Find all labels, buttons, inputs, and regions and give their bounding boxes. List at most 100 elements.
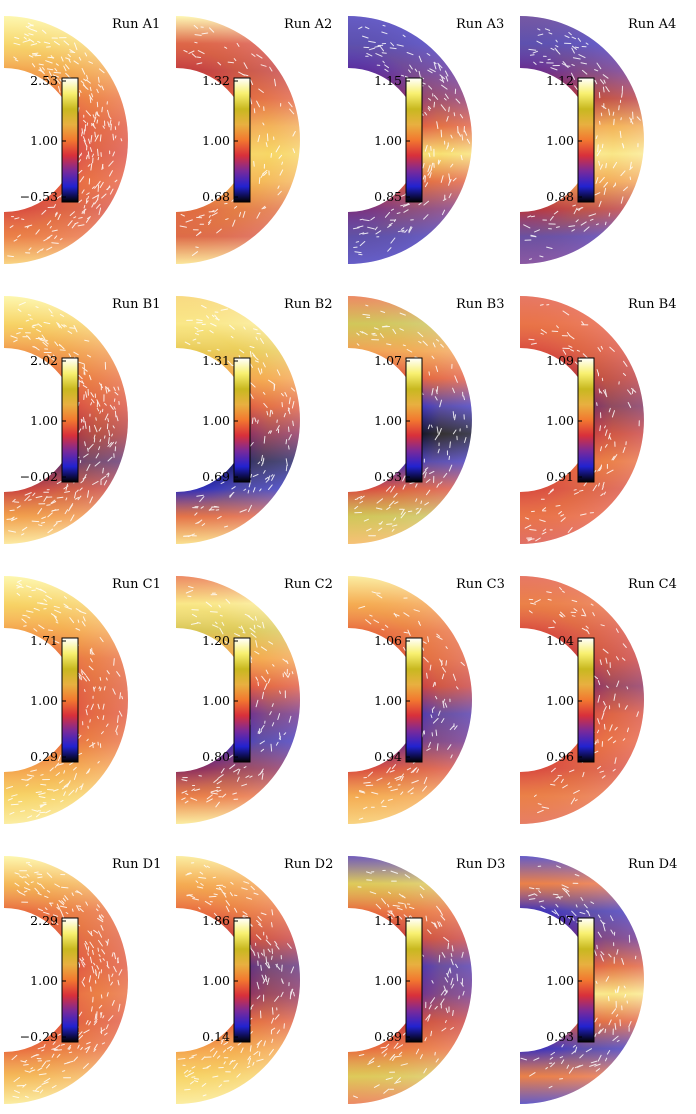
colorbar-min-label: −0.29 [20,1029,58,1044]
colorbar [61,357,79,483]
colorbar-min-label: 0.89 [374,1029,402,1044]
colorbar-max-label: 1.31 [202,353,230,368]
colorbar-min-label: 0.94 [374,749,402,764]
colorbar [405,637,423,763]
panel-run-b4: Run B4 1.09 1.00 0.91 [520,296,677,544]
panel-title: Run A1 [112,17,160,32]
panel-run-c1: Run C1 1.71 1.00 0.29 [4,576,161,824]
colorbar [61,77,79,203]
colorbar-min-label: 0.14 [202,1029,230,1044]
colorbar-mid-label: 1.00 [202,133,230,148]
panel-run-a1: Run A1 2.53 1.00 −0.53 [4,16,160,264]
colorbar-max-label: 1.12 [546,73,574,88]
colorbar-min-label: 0.29 [30,749,58,764]
colorbar-max-label: 1.07 [546,913,574,928]
colorbar-max-label: 1.15 [374,73,402,88]
colorbar-max-label: 1.20 [202,633,230,648]
colorbar-max-label: 2.53 [30,73,58,88]
colorbar-mid-label: 1.00 [546,133,574,148]
colorbar-mid-label: 1.00 [374,973,402,988]
panel-title: Run B3 [456,297,505,312]
colorbar-mid-label: 1.00 [546,973,574,988]
colorbar [405,77,423,203]
panel-title: Run C2 [284,577,333,592]
colorbar-max-label: 1.09 [546,353,574,368]
colorbar-min-label: 0.91 [546,469,574,484]
colorbar-max-label: 2.29 [30,913,58,928]
panel-run-d3: Run D3 1.11 1.00 0.89 [348,856,505,1104]
colorbar [577,357,595,483]
panel-title: Run D4 [628,857,677,872]
panel-run-b1: Run B1 2.02 1.00 −0.02 [4,296,161,544]
colorbar-mid-label: 1.00 [374,413,402,428]
panel-run-c4: Run C4 1.04 1.00 0.96 [520,576,677,824]
panel-title: Run B1 [112,297,161,312]
colorbar [61,637,79,763]
panel-title: Run C1 [112,577,161,592]
velocity-streaks [181,586,294,808]
panel-title: Run C3 [456,577,505,592]
colorbar [233,77,251,203]
colorbar-max-label: 1.71 [30,633,58,648]
colorbar-max-label: 2.02 [30,353,58,368]
colorbar-max-label: 1.11 [374,913,402,928]
panel-title: Run C4 [628,577,677,592]
colorbar-mid-label: 1.00 [202,693,230,708]
colorbar-mid-label: 1.00 [374,693,402,708]
panel-title: Run D2 [284,857,333,872]
colorbar [233,917,251,1043]
panel-title: Run D3 [456,857,505,872]
panel-title: Run A2 [284,17,332,32]
colorbar [405,917,423,1043]
colorbar-mid-label: 1.00 [202,413,230,428]
colorbar-max-label: 1.04 [546,633,574,648]
velocity-streaks [6,301,120,536]
colorbar-max-label: 1.07 [374,353,402,368]
colorbar-mid-label: 1.00 [546,413,574,428]
colorbar [577,917,595,1043]
colorbar-mid-label: 1.00 [374,133,402,148]
velocity-streaks [177,862,295,1097]
velocity-streaks [524,304,640,542]
colorbar [577,637,595,763]
panel-run-c3: Run C3 1.06 1.00 0.94 [348,576,505,824]
panel-run-a2: Run A2 1.32 1.00 0.68 [176,16,332,264]
panel-run-d4: Run D4 1.07 1.00 0.93 [520,856,677,1104]
colorbar-max-label: 1.06 [374,633,402,648]
colorbar-mid-label: 1.00 [30,133,58,148]
colorbar-min-label: 0.96 [546,749,574,764]
colorbar [61,917,79,1043]
colorbar-min-label: 0.69 [202,469,230,484]
colorbar-mid-label: 1.00 [30,693,58,708]
colorbar-min-label: 0.68 [202,189,230,204]
velocity-streaks [183,305,295,538]
velocity-streaks [6,579,123,819]
colorbar-max-label: 1.86 [202,913,230,928]
velocity-streaks [179,25,296,256]
colorbar [233,637,251,763]
panel-title: Run B4 [628,297,677,312]
colorbar [405,357,423,483]
panel-run-c2: Run C2 1.20 1.00 0.80 [176,576,333,824]
colorbar-min-label: −0.53 [20,189,58,204]
colorbar-max-label: 1.32 [202,73,230,88]
panel-run-b2: Run B2 1.31 1.00 0.69 [176,296,333,544]
colorbar-mid-label: 1.00 [30,413,58,428]
colorbar [233,357,251,483]
colorbar-min-label: 0.80 [202,749,230,764]
colorbar-min-label: 0.88 [546,189,574,204]
colorbar-min-label: 0.93 [546,1029,574,1044]
colorbar-min-label: 0.85 [374,189,402,204]
colorbar-mid-label: 1.00 [546,693,574,708]
panel-title: Run A3 [456,17,504,32]
panel-title: Run A4 [628,17,676,32]
panel-run-a4: Run A4 1.12 1.00 0.88 [520,16,676,264]
panel-run-b3: Run B3 1.07 1.00 0.93 [348,296,505,544]
panel-title: Run B2 [284,297,333,312]
colorbar-mid-label: 1.00 [202,973,230,988]
panel-run-d1: Run D1 2.29 1.00 −0.29 [4,856,161,1104]
colorbar-mid-label: 1.00 [30,973,58,988]
colorbar-min-label: −0.02 [20,469,58,484]
panel-run-d2: Run D2 1.86 1.00 0.14 [176,856,333,1104]
panel-title: Run D1 [112,857,161,872]
